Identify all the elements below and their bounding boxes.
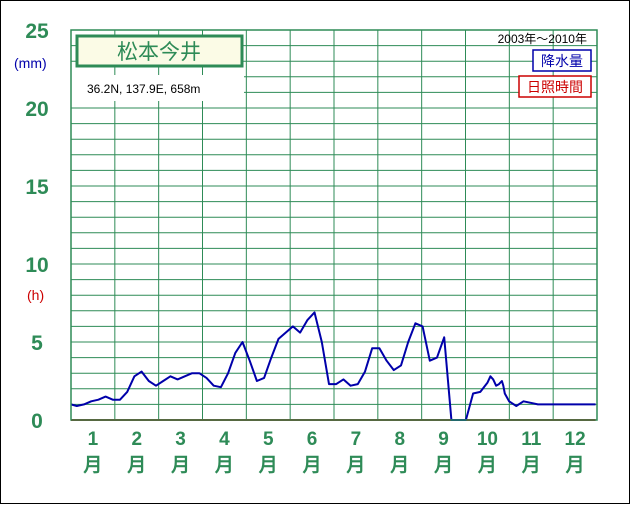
y-tick-label: 5 bbox=[31, 332, 43, 355]
month-suffix: 月 bbox=[521, 455, 541, 476]
month-number: 4 bbox=[219, 429, 230, 450]
month-number: 5 bbox=[263, 429, 274, 450]
y-tick-label: 20 bbox=[25, 98, 48, 121]
legend-swatch bbox=[532, 49, 592, 72]
y-tick-label: 0 bbox=[31, 410, 43, 433]
legend-item: 降水量 bbox=[532, 49, 592, 72]
month-number: 12 bbox=[565, 429, 586, 450]
station-box: 松本今井 bbox=[75, 34, 244, 68]
month-suffix: 月 bbox=[126, 455, 146, 476]
month-suffix: 月 bbox=[170, 455, 190, 476]
month-suffix: 月 bbox=[258, 455, 278, 476]
legend-label: 日照時間 bbox=[527, 79, 583, 95]
month-suffix: 月 bbox=[214, 455, 234, 476]
month-suffix: 月 bbox=[433, 455, 453, 476]
station-location: 36.2N, 137.9E, 658m bbox=[87, 82, 200, 96]
series-line bbox=[70, 311, 596, 421]
period-label: 2003年〜2010年 bbox=[498, 32, 587, 46]
month-label: 7月 bbox=[345, 429, 365, 476]
month-suffix: 月 bbox=[345, 455, 365, 476]
month-number: 3 bbox=[175, 429, 186, 450]
month-label: 9月 bbox=[433, 429, 453, 476]
y-unit-sunshine: (h) bbox=[27, 287, 44, 303]
month-suffix: 月 bbox=[302, 455, 322, 476]
month-number: 8 bbox=[394, 429, 405, 450]
month-suffix: 月 bbox=[477, 455, 497, 476]
y-tick-label: 25 bbox=[25, 20, 49, 43]
month-label: 6月 bbox=[302, 429, 322, 476]
series-layer bbox=[70, 311, 596, 421]
month-label: 4月 bbox=[214, 429, 234, 476]
month-label: 11 月 bbox=[521, 429, 542, 476]
month-label: 8月 bbox=[389, 429, 409, 476]
y-tick-label: 15 bbox=[25, 176, 49, 199]
month-label: 10 月 bbox=[477, 429, 498, 476]
y-tick-label: 10 bbox=[25, 254, 48, 277]
month-label: 3月 bbox=[170, 429, 190, 476]
month-suffix: 月 bbox=[82, 455, 102, 476]
month-number: 7 bbox=[351, 429, 362, 450]
y-tick-labels: 0 5 10 15 20 25 bbox=[25, 20, 49, 433]
month-number: 9 bbox=[438, 429, 449, 450]
month-number: 6 bbox=[307, 429, 318, 450]
month-label: 2月 bbox=[126, 429, 146, 476]
month-number: 10 bbox=[477, 429, 498, 450]
station-name: 松本今井 bbox=[117, 41, 201, 64]
month-number: 11 bbox=[521, 429, 542, 450]
month-suffix: 月 bbox=[565, 455, 585, 476]
grid bbox=[71, 30, 597, 420]
month-number: 2 bbox=[131, 429, 142, 450]
month-label: 1月 bbox=[82, 429, 102, 476]
legend-swatch bbox=[518, 75, 592, 98]
legend-label: 降水量 bbox=[541, 53, 583, 69]
legend-item: 日照時間 bbox=[518, 75, 592, 98]
month-label: 5月 bbox=[258, 429, 278, 476]
month-number: 1 bbox=[88, 429, 99, 450]
y-unit-precip: (mm) bbox=[14, 55, 47, 71]
month-label: 12 月 bbox=[565, 429, 586, 476]
month-suffix: 月 bbox=[389, 455, 409, 476]
